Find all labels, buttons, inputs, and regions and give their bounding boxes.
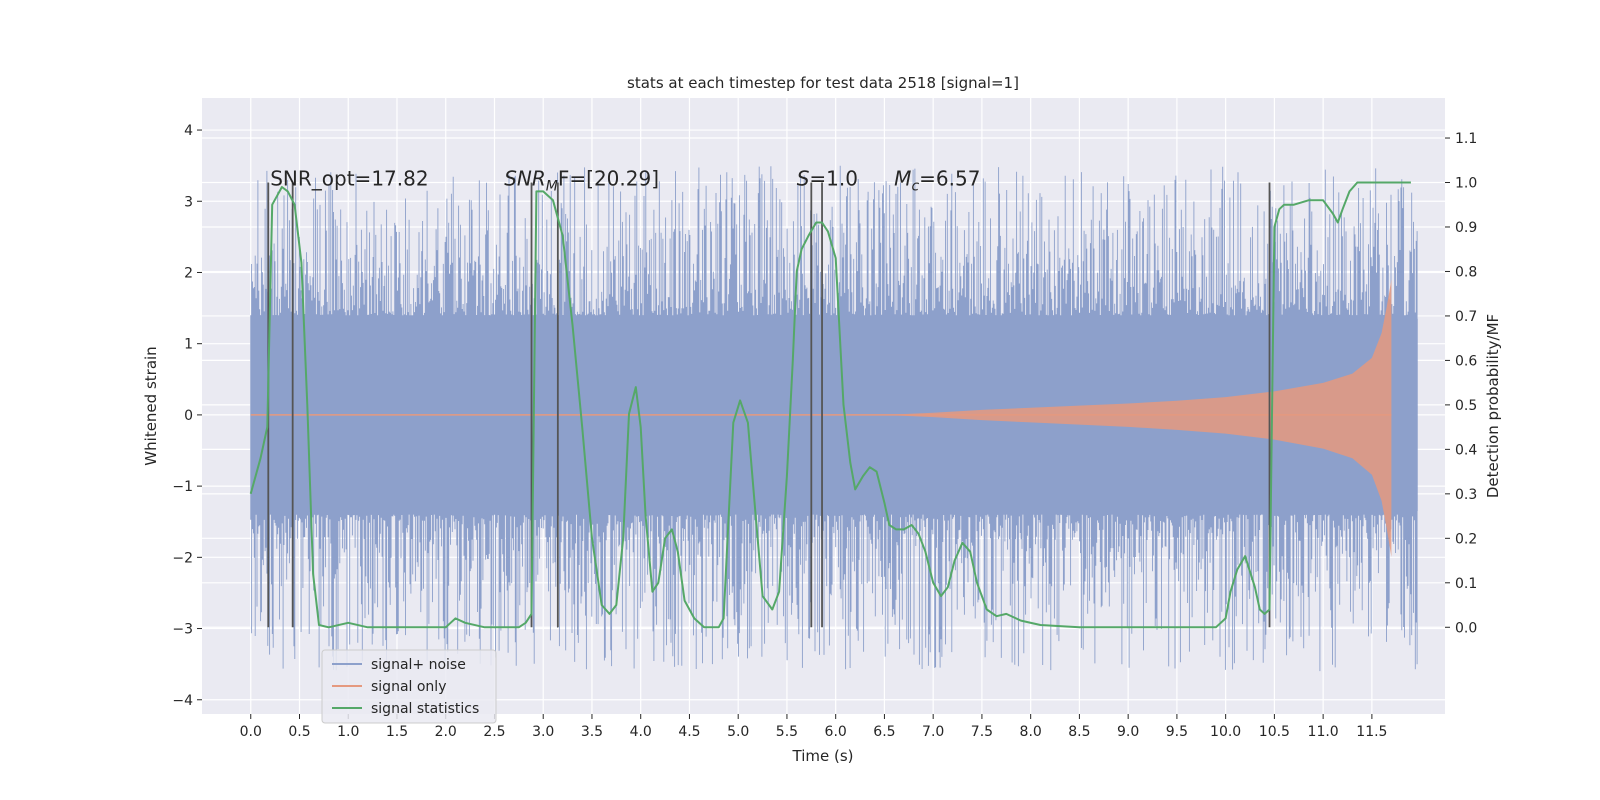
legend-label-signal: signal only	[371, 679, 446, 695]
y-right-tick-label: 1.1	[1455, 131, 1477, 147]
y-left-tick-label: 4	[184, 123, 193, 139]
x-tick-label: 5.0	[727, 724, 749, 740]
x-tick-label: 5.5	[776, 724, 798, 740]
x-tick-label: 9.5	[1166, 724, 1188, 740]
x-tick-label: 0.0	[240, 724, 262, 740]
x-tick-label: 11.0	[1308, 724, 1339, 740]
x-tick-label: 11.5	[1356, 724, 1387, 740]
x-tick-label: 3.0	[532, 724, 554, 740]
x-tick-label: 3.5	[581, 724, 603, 740]
x-tick-label: 8.0	[1020, 724, 1042, 740]
annotation-part: c	[911, 178, 919, 194]
legend-label-statistics: signal statistics	[371, 701, 479, 717]
x-tick-label: 7.5	[971, 724, 993, 740]
y-left-tick-label: 1	[184, 337, 193, 353]
y-left-tick-label: 2	[184, 265, 193, 281]
chart-title: stats at each timestep for test data 251…	[627, 74, 1019, 92]
signal-statistics-series	[249, 181, 1411, 629]
x-tick-label: 1.0	[337, 724, 359, 740]
x-tick-label: 0.5	[288, 724, 310, 740]
y-right-tick-label: 0.1	[1455, 576, 1477, 592]
annotation-part: SNR_opt=17.82	[270, 166, 428, 190]
x-tick-label: 10.5	[1259, 724, 1290, 740]
legend-label-noise: signal+ noise	[371, 657, 466, 673]
signal-only-series	[250, 279, 1392, 557]
annotation-text: SNR_opt=17.82	[270, 166, 428, 190]
y-left-axis-ticks: −4 −3 −2 −1 0 1 2 3 4	[172, 123, 202, 709]
statistics-line	[249, 181, 1411, 629]
x-tick-label: 6.0	[825, 724, 847, 740]
y-left-tick-label: −4	[172, 693, 193, 709]
annotation-text: S=1.0	[797, 166, 858, 190]
signal-envelope	[250, 279, 1392, 557]
y-left-axis-label: Whitened strain	[142, 346, 160, 465]
annotation-part: S	[797, 166, 810, 190]
annotation-part: =1.0	[809, 166, 858, 190]
annotation-part: F=[20.29]	[558, 166, 659, 190]
x-tick-label: 4.0	[630, 724, 652, 740]
x-tick-label: 9.0	[1117, 724, 1139, 740]
x-tick-label: 4.5	[678, 724, 700, 740]
x-tick-label: 7.0	[922, 724, 944, 740]
y-left-tick-label: −1	[172, 479, 193, 495]
y-right-axis-ticks: 0.0 0.1 0.2 0.3 0.4 0.5 0.6 0.7 0.8 0.9 1.0 1.1	[1445, 131, 1477, 636]
y-right-tick-label: 0.2	[1455, 531, 1477, 547]
annotation-part: M	[894, 166, 911, 190]
legend-box	[321, 649, 497, 724]
annotation-part: SNR	[504, 166, 546, 190]
x-tick-label: 2.0	[435, 724, 457, 740]
y-right-axis-label: Detection probability/MF	[1484, 314, 1502, 498]
y-left-tick-label: 0	[184, 408, 193, 424]
y-right-tick-label: 0.0	[1455, 620, 1477, 636]
y-right-tick-label: 0.7	[1455, 309, 1477, 325]
y-right-tick-label: 0.5	[1455, 398, 1477, 414]
legend: signal+ noise signal only signal statist…	[321, 649, 497, 724]
y-right-tick-label: 0.9	[1455, 220, 1477, 236]
y-right-tick-label: 0.4	[1455, 442, 1477, 458]
y-right-tick-label: 0.6	[1455, 353, 1477, 369]
y-right-tick-label: 0.3	[1455, 487, 1477, 503]
x-tick-label: 6.5	[873, 724, 895, 740]
y-right-tick-label: 1.0	[1455, 176, 1477, 192]
y-left-tick-label: 3	[184, 194, 193, 210]
annotations: SNR_opt=17.82 SNRMF=[20.29] S=1.0 Mc=6.57	[270, 166, 980, 194]
annotation-text: SNRMF=[20.29]	[504, 166, 659, 194]
x-tick-label: 10.0	[1210, 724, 1241, 740]
annotation-part: M	[546, 178, 558, 194]
x-tick-label: 8.5	[1068, 724, 1090, 740]
x-axis-label: Time (s)	[792, 747, 854, 765]
x-axis-ticks: 0.0 0.5 1.0 1.5 2.0 2.5 3.0 3.5 4.0 4.5 5.0 5.5 6.0 6…	[240, 714, 1387, 740]
y-left-tick-label: −3	[172, 622, 193, 638]
y-left-tick-label: −2	[172, 550, 193, 566]
x-tick-label: 2.5	[483, 724, 505, 740]
y-right-tick-label: 0.8	[1455, 264, 1477, 280]
x-tick-label: 1.5	[386, 724, 408, 740]
annotation-text: Mc=6.57	[894, 166, 980, 194]
annotation-part: =6.57	[919, 166, 980, 190]
